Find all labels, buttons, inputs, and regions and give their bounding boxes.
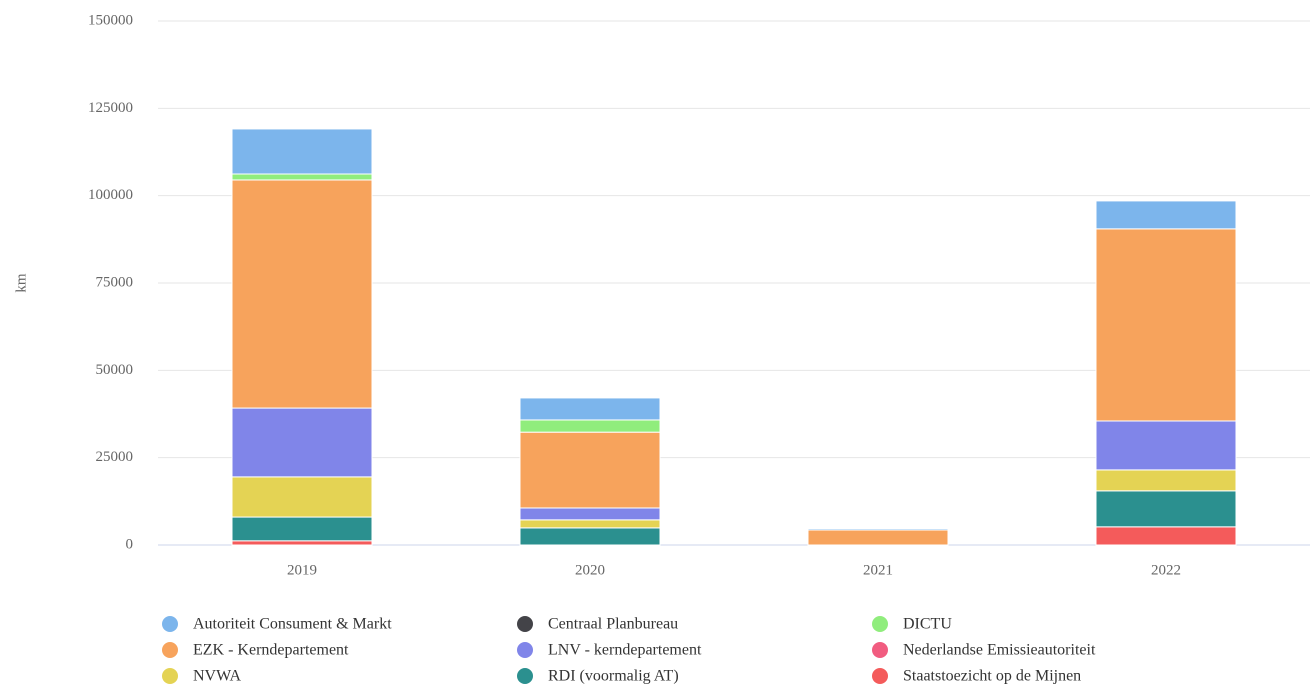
y-tick-label: 0	[126, 536, 134, 552]
x-tick-label: 2022	[1151, 562, 1181, 578]
bar-segment	[807, 528, 949, 531]
x-tick-label: 2021	[863, 562, 893, 578]
y-tick-label: 50000	[96, 362, 134, 378]
legend-label: LNV - kerndepartement	[548, 642, 702, 659]
bar-segment	[231, 407, 373, 478]
legend-label: DICTU	[903, 616, 952, 633]
bar-segment	[231, 173, 373, 181]
legend-label: RDI (voormalig AT)	[548, 668, 679, 685]
y-tick-label: 150000	[88, 12, 133, 28]
legend-marker	[517, 616, 533, 632]
bar-segment	[231, 540, 373, 546]
legend-label: Nederlandse Emissieautoriteit	[903, 642, 1096, 659]
bar-segment	[519, 507, 661, 521]
bar-segment	[1095, 526, 1237, 546]
bar-segment	[1095, 469, 1237, 492]
bar-segment	[231, 516, 373, 542]
legend-label: EZK - Kerndepartement	[193, 642, 349, 659]
legend-label: NVWA	[193, 668, 241, 685]
legend-marker	[162, 642, 178, 658]
y-tick-label: 75000	[96, 274, 134, 290]
bar-segment	[1095, 420, 1237, 471]
legend-label: Centraal Planbureau	[548, 616, 678, 633]
y-axis-title: km	[13, 273, 29, 293]
bar-segment	[231, 179, 373, 409]
legend-marker	[872, 668, 888, 684]
bar-segment	[519, 519, 661, 529]
bar-segment	[231, 128, 373, 175]
bar-segment	[519, 419, 661, 433]
legend-label: Staatstoezicht op de Mijnen	[903, 668, 1081, 685]
legend-label: Autoriteit Consument & Markt	[193, 616, 392, 633]
legend-marker	[517, 668, 533, 684]
legend-marker	[517, 642, 533, 658]
x-tick-label: 2019	[287, 562, 317, 578]
bar-segment	[519, 431, 661, 509]
y-tick-label: 100000	[88, 187, 133, 203]
bar-segment	[1095, 490, 1237, 528]
legend-marker	[872, 616, 888, 632]
bar-segment	[807, 529, 949, 546]
bar-segment	[231, 476, 373, 518]
bar-segment	[1095, 228, 1237, 422]
x-tick-label: 2020	[575, 562, 605, 578]
y-tick-label: 125000	[88, 100, 133, 116]
legend-marker	[162, 616, 178, 632]
bar-segment	[1095, 200, 1237, 230]
y-tick-label: 25000	[96, 449, 134, 465]
bar-segment	[519, 397, 661, 421]
legend-marker	[162, 668, 178, 684]
bar-segment	[519, 527, 661, 546]
legend-marker	[872, 642, 888, 658]
